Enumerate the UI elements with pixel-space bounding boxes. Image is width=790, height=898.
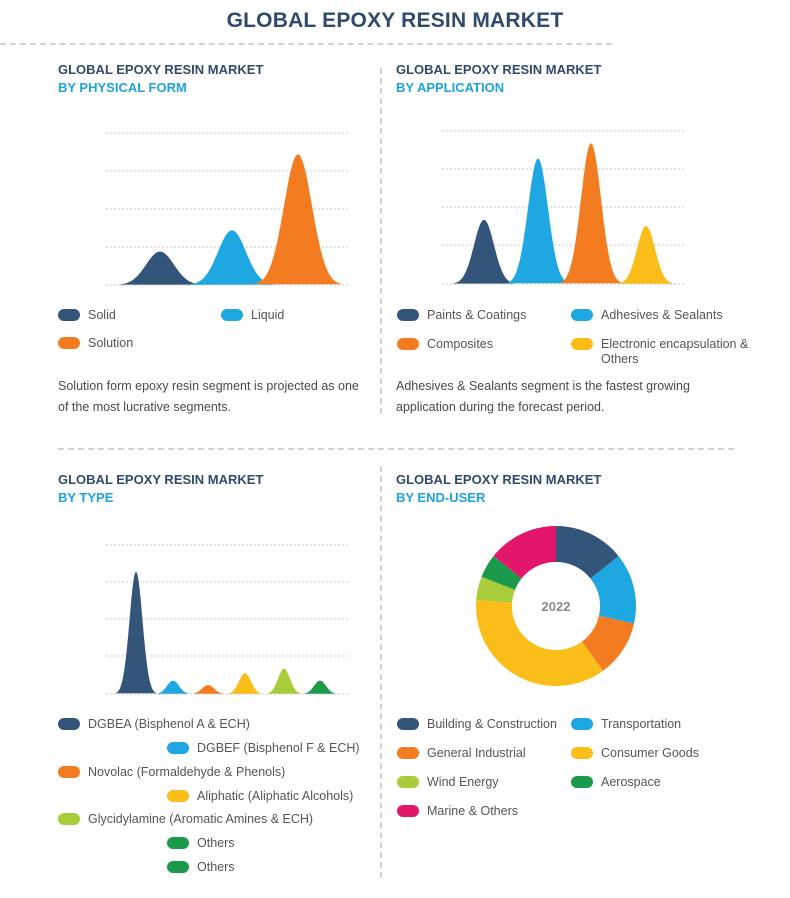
type-legend-label: Others bbox=[197, 836, 235, 850]
end-user-legend-swatch bbox=[397, 747, 419, 759]
end-user-legend-label: Wind Energy bbox=[427, 775, 499, 789]
application-title-line2: BY APPLICATION bbox=[396, 80, 505, 95]
type-legend-swatch bbox=[167, 837, 189, 849]
application-legend-swatch bbox=[571, 338, 593, 350]
application-legend-swatch bbox=[397, 338, 419, 350]
type-legend-swatch bbox=[167, 742, 189, 754]
end-user-legend-swatch bbox=[397, 718, 419, 730]
end-user-legend-swatch bbox=[397, 776, 419, 788]
end-user-legend-label: Marine & Others bbox=[427, 804, 519, 818]
type-gridlines bbox=[106, 544, 348, 657]
type-title-line2: BY TYPE bbox=[58, 490, 114, 505]
type-legend-swatch bbox=[167, 790, 189, 802]
physical-form-note-line1: Solution form epoxy resin segment is pro… bbox=[58, 379, 359, 393]
donut-slice-consumer-goods bbox=[476, 600, 604, 686]
type-title-line1: GLOBAL EPOXY RESIN MARKET bbox=[58, 472, 264, 487]
physical-peak-liquid bbox=[187, 230, 277, 285]
type-legend-label: Glycidylamine (Aromatic Amines & ECH) bbox=[88, 812, 314, 826]
donut-slice-aerospace bbox=[481, 556, 522, 590]
physical-form-legend-swatch bbox=[58, 337, 80, 349]
donut-hole bbox=[512, 562, 600, 650]
application-legend-label: Electronic encapsulation & Others bbox=[601, 337, 749, 366]
physical-form-legend-swatch bbox=[221, 309, 243, 321]
end-user-title-line2: BY END-USER bbox=[396, 490, 486, 505]
physical-form-legend-label: Liquid bbox=[251, 308, 285, 322]
application-peak-adhesives-sealants bbox=[506, 158, 570, 284]
column-divider-top bbox=[380, 68, 382, 414]
donut-slice-marine-others bbox=[493, 526, 556, 579]
physical-peak-solid bbox=[115, 251, 205, 285]
donut-center-label: 2022 bbox=[542, 599, 571, 614]
title-divider bbox=[0, 43, 612, 45]
application-note-line2: application during the forecast period. bbox=[396, 400, 605, 414]
end-user-legend-label: Aerospace bbox=[601, 775, 661, 789]
type-legend-label: Others bbox=[197, 860, 235, 874]
type-legend-swatch bbox=[167, 861, 189, 873]
physical-form-legend-label: Solution bbox=[88, 336, 134, 350]
donut-slice-building-construction bbox=[556, 526, 619, 579]
type-legend-label: Aliphatic (Aliphatic Alcohols) bbox=[197, 789, 354, 803]
application-legend-label: Adhesives & Sealants bbox=[601, 308, 723, 322]
application-legend-swatch bbox=[571, 309, 593, 321]
end-user-legend-swatch bbox=[571, 747, 593, 759]
application-legend-label: Paints & Coatings bbox=[427, 308, 527, 322]
application-title: GLOBAL EPOXY RESIN MARKET BY APPLICATION bbox=[396, 61, 601, 97]
end-user-legend-swatch bbox=[571, 776, 593, 788]
type-peak-dgbea-bisphenol-a-ech bbox=[115, 571, 157, 694]
type-legend-label: Novolac (Formaldehyde & Phenols) bbox=[88, 765, 286, 779]
donut-slice-transportation bbox=[590, 556, 637, 624]
end-user-legend-swatch bbox=[397, 805, 419, 817]
physical-form-legend-swatch bbox=[58, 309, 80, 321]
type-legend-swatch bbox=[58, 813, 80, 825]
physical-form-title-line1: GLOBAL EPOXY RESIN MARKET bbox=[58, 62, 264, 77]
row-divider bbox=[58, 448, 734, 450]
physical-form-title-line2: BY PHYSICAL FORM bbox=[58, 80, 187, 95]
application-peak-paints-coatings bbox=[452, 219, 516, 284]
type-title: GLOBAL EPOXY RESIN MARKET BY TYPE bbox=[58, 471, 263, 507]
end-user-legend-label: Transportation bbox=[601, 717, 682, 731]
type-peak-dgbef-bisphenol-f-ech bbox=[153, 680, 193, 694]
physical-form-note-line2: of the most lucrative segments. bbox=[58, 400, 231, 414]
type-peak-glycidylamine-aromatic-amines-ech bbox=[264, 668, 304, 694]
type-peak-others bbox=[300, 680, 340, 694]
end-user-legend-label: Building & Construction bbox=[427, 717, 557, 731]
application-title-line1: GLOBAL EPOXY RESIN MARKET bbox=[396, 62, 602, 77]
type-legend-swatch bbox=[58, 766, 80, 778]
physical-form-legend-label: Solid bbox=[88, 308, 116, 322]
physical-peak-solution bbox=[253, 154, 343, 285]
application-note-line1: Adhesives & Sealants segment is the fast… bbox=[396, 379, 690, 393]
end-user-legend-label: General Industrial bbox=[427, 746, 526, 760]
physical-form-title: GLOBAL EPOXY RESIN MARKET BY PHYSICAL FO… bbox=[58, 61, 263, 97]
end-user-title-line1: GLOBAL EPOXY RESIN MARKET bbox=[396, 472, 602, 487]
type-peak-novolac-formaldehyde-phenols bbox=[188, 685, 228, 694]
end-user-title: GLOBAL EPOXY RESIN MARKET BY END-USER bbox=[396, 471, 601, 507]
type-peak-aliphatic-aliphatic-alcohols bbox=[225, 673, 265, 694]
end-user-legend-label: Consumer Goods bbox=[601, 746, 699, 760]
application-legend-swatch bbox=[397, 309, 419, 321]
type-legend-swatch bbox=[58, 718, 80, 730]
donut-slice-general-industrial bbox=[581, 615, 634, 671]
type-legend-label: DGBEA (Bisphenol A & ECH) bbox=[88, 717, 250, 731]
donut-slice-wind-energy bbox=[476, 576, 516, 603]
type-legend-label: DGBEF (Bisphenol F & ECH) bbox=[197, 741, 360, 755]
application-note: Adhesives & Sealants segment is the fast… bbox=[396, 376, 736, 418]
physical-form-note: Solution form epoxy resin segment is pro… bbox=[58, 376, 378, 418]
end-user-legend-swatch bbox=[571, 718, 593, 730]
application-legend-label: Composites bbox=[427, 337, 493, 351]
page-title: GLOBAL EPOXY RESIN MARKET bbox=[226, 9, 564, 32]
application-peak-composites bbox=[559, 143, 623, 284]
application-peak-electronic-encapsulation-others bbox=[617, 225, 675, 284]
column-divider-bottom bbox=[380, 466, 382, 878]
